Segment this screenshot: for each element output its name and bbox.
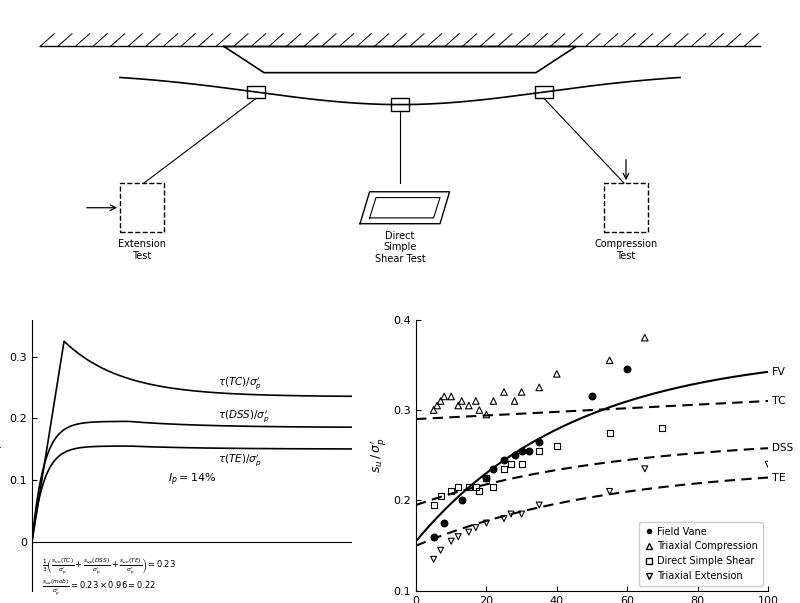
- Point: [462, 482, 475, 492]
- Point: [452, 482, 465, 492]
- Point: [438, 518, 450, 528]
- Point: [427, 532, 440, 541]
- Point: [515, 387, 528, 397]
- Text: Compression
Test: Compression Test: [594, 239, 658, 261]
- Bar: [247, 86, 265, 98]
- Point: [508, 450, 521, 460]
- Text: $I_p = 14\%$: $I_p = 14\%$: [168, 472, 216, 488]
- Bar: [604, 183, 648, 232]
- Point: [487, 396, 500, 406]
- Point: [498, 455, 510, 465]
- Point: [762, 459, 774, 469]
- Y-axis label: $\tau\,/\,\sigma^\prime_p$: $\tau\,/\,\sigma^\prime_p$: [0, 440, 4, 471]
- Point: [434, 545, 447, 555]
- Bar: [535, 86, 553, 98]
- Point: [430, 400, 443, 410]
- Point: [487, 482, 500, 492]
- Point: [455, 496, 468, 505]
- Point: [473, 405, 486, 415]
- Point: [505, 509, 518, 519]
- Point: [656, 423, 669, 433]
- Y-axis label: $s_u\,/\,\sigma^\prime_p$: $s_u\,/\,\sigma^\prime_p$: [368, 437, 388, 473]
- Point: [470, 482, 482, 492]
- Text: DSS: DSS: [771, 443, 793, 453]
- Point: [452, 400, 465, 410]
- Point: [621, 364, 634, 374]
- Point: [427, 555, 440, 564]
- Text: $\tau(TE)/\sigma^\prime_p$: $\tau(TE)/\sigma^\prime_p$: [218, 452, 261, 467]
- Text: Direct
Simple
Shear Test: Direct Simple Shear Test: [374, 231, 426, 264]
- Point: [533, 382, 546, 392]
- Bar: [391, 98, 409, 111]
- Point: [470, 396, 482, 406]
- Point: [498, 387, 510, 397]
- Point: [603, 487, 616, 496]
- Bar: [120, 183, 164, 232]
- Point: [434, 491, 447, 500]
- Text: TC: TC: [771, 396, 786, 406]
- Point: [462, 400, 475, 410]
- Text: $\tau(TC)/\sigma^\prime_p$: $\tau(TC)/\sigma^\prime_p$: [218, 374, 262, 391]
- Point: [462, 527, 475, 537]
- Point: [533, 437, 546, 446]
- Point: [473, 487, 486, 496]
- Text: $\tau(DSS)/\sigma^\prime_p$: $\tau(DSS)/\sigma^\prime_p$: [218, 408, 270, 425]
- Point: [533, 500, 546, 510]
- Point: [533, 446, 546, 456]
- Text: FV: FV: [771, 367, 786, 377]
- Point: [603, 428, 616, 438]
- Point: [470, 523, 482, 532]
- Point: [550, 369, 563, 379]
- Point: [480, 473, 493, 482]
- Point: [480, 410, 493, 420]
- Text: $\frac{1}{3}\left(\frac{s_{uo}(TC)}{\sigma^\prime_p}+\frac{s_{uo}(DSS)}{\sigma^\: $\frac{1}{3}\left(\frac{s_{uo}(TC)}{\sig…: [42, 557, 175, 577]
- Point: [550, 441, 563, 451]
- Point: [427, 500, 440, 510]
- Point: [445, 487, 458, 496]
- Point: [508, 396, 521, 406]
- Point: [452, 532, 465, 541]
- Point: [586, 392, 598, 402]
- Point: [603, 356, 616, 365]
- Point: [515, 459, 528, 469]
- Point: [445, 537, 458, 546]
- Text: TE: TE: [771, 473, 786, 482]
- Point: [505, 459, 518, 469]
- Legend: Field Vane, Triaxial Compression, Direct Simple Shear, Triaxial Extension: Field Vane, Triaxial Compression, Direct…: [639, 522, 763, 586]
- Point: [487, 464, 500, 474]
- Point: [498, 464, 510, 474]
- Point: [638, 333, 651, 343]
- Point: [455, 396, 468, 406]
- Point: [434, 396, 447, 406]
- Text: $\frac{s_{uo}(mob)}{\sigma^\prime_p}=0.23\times 0.96=0.22$: $\frac{s_{uo}(mob)}{\sigma^\prime_p}=0.2…: [42, 578, 155, 598]
- Point: [638, 464, 651, 474]
- Point: [498, 514, 510, 523]
- Point: [438, 392, 450, 402]
- Point: [515, 446, 528, 456]
- Point: [515, 509, 528, 519]
- Text: Extension
Test: Extension Test: [118, 239, 166, 261]
- Point: [480, 518, 493, 528]
- Point: [480, 473, 493, 482]
- Point: [522, 446, 535, 456]
- Point: [427, 405, 440, 415]
- Point: [445, 392, 458, 402]
